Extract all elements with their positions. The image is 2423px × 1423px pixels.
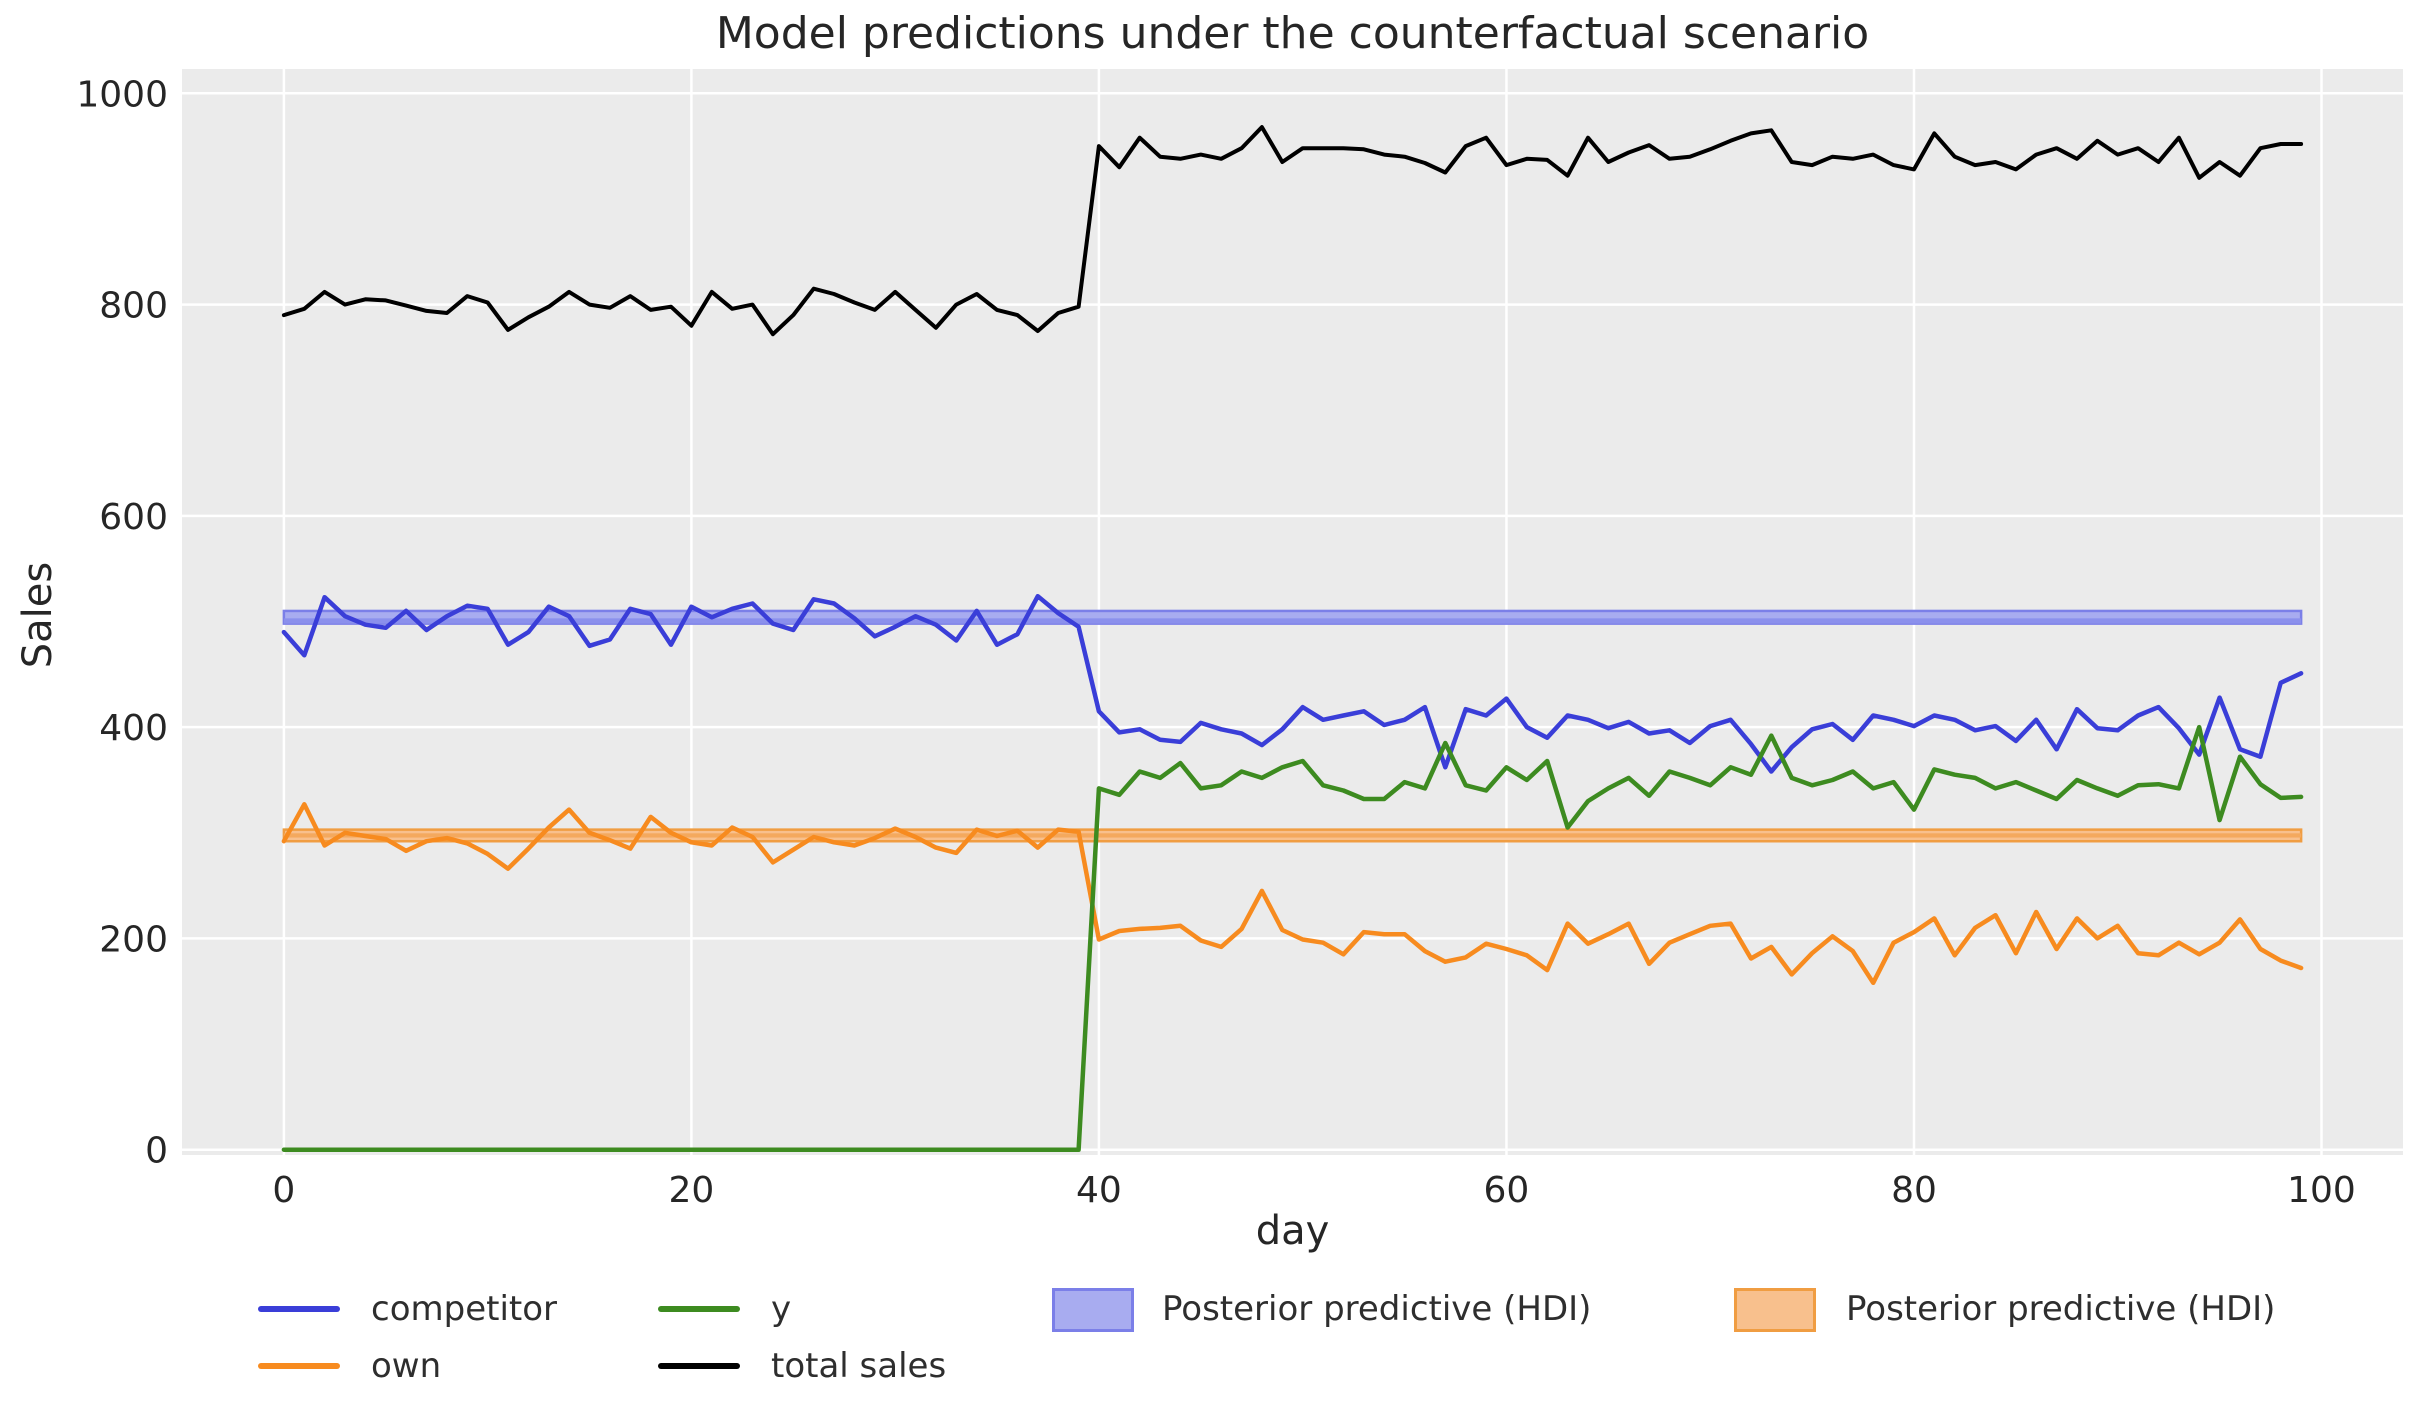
x-axis-label: day xyxy=(1255,1208,1330,1254)
hdi-band-stripe xyxy=(283,833,2302,838)
y-tick-label: 1000 xyxy=(76,74,168,115)
series-line-own xyxy=(281,802,2304,986)
x-tick-label: 20 xyxy=(668,1170,714,1211)
y-tick-label: 400 xyxy=(99,708,168,749)
hdi-band-stripe xyxy=(283,618,2302,624)
x-tick-label: 80 xyxy=(1891,1170,1937,1211)
series-line-y xyxy=(281,724,2304,1152)
x-tick-label: 40 xyxy=(1076,1170,1122,1211)
chart-title: Model predictions under the counterfactu… xyxy=(715,8,1870,59)
x-tick-label: 0 xyxy=(272,1170,295,1211)
x-tick-label: 60 xyxy=(1484,1170,1530,1211)
y-tick-label: 0 xyxy=(145,1131,168,1172)
series-line-competitor xyxy=(281,593,2304,774)
y-tick-label: 200 xyxy=(99,919,168,960)
series-line-total-sales xyxy=(281,125,2304,337)
y-axis-label: Sales xyxy=(15,561,61,669)
y-tick-label: 600 xyxy=(99,497,168,538)
y-tick-label: 800 xyxy=(99,286,168,327)
x-tick-label: 100 xyxy=(2287,1170,2356,1211)
